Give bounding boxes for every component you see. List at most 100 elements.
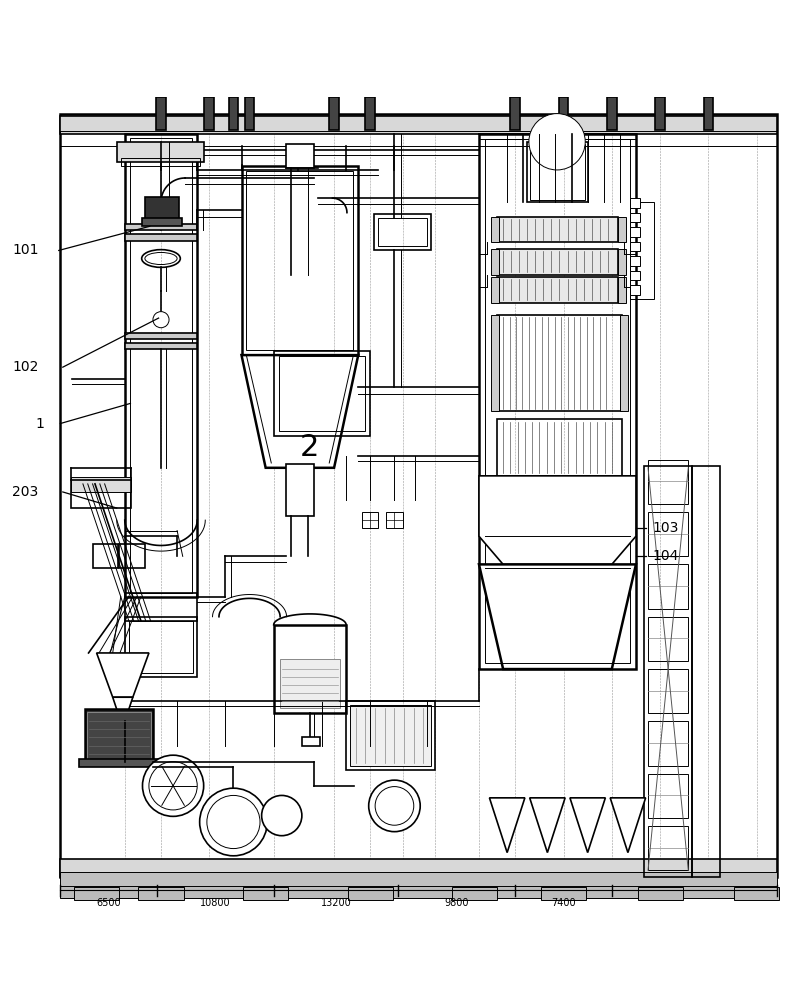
Bar — [329, 97, 339, 130]
Text: 10800: 10800 — [200, 898, 231, 908]
Bar — [491, 249, 499, 275]
Bar — [130, 138, 192, 593]
Bar — [630, 202, 654, 299]
Bar — [365, 97, 375, 130]
Bar — [378, 218, 427, 246]
Bar — [559, 97, 568, 130]
Bar — [117, 142, 204, 162]
Bar — [145, 197, 179, 222]
Text: 9800: 9800 — [444, 898, 469, 908]
Bar — [491, 277, 499, 303]
Bar — [125, 333, 197, 339]
Polygon shape — [113, 697, 133, 721]
Bar — [71, 480, 131, 508]
Bar — [692, 466, 720, 877]
Bar — [648, 617, 688, 661]
Bar — [491, 217, 499, 242]
Bar — [125, 134, 197, 597]
Bar — [618, 277, 626, 303]
Polygon shape — [570, 798, 605, 853]
Bar — [620, 315, 628, 411]
Text: 7400: 7400 — [551, 898, 576, 908]
Bar — [280, 659, 340, 708]
Bar — [60, 886, 777, 898]
Bar — [497, 315, 622, 411]
Bar — [279, 356, 365, 431]
Bar — [60, 872, 777, 888]
Bar — [527, 142, 588, 202]
Bar — [350, 705, 431, 766]
Bar — [87, 712, 151, 759]
Bar — [530, 144, 585, 200]
Bar — [74, 887, 119, 900]
Bar — [121, 158, 200, 166]
Text: 13200: 13200 — [320, 898, 352, 908]
Bar — [71, 477, 131, 492]
Bar — [734, 887, 779, 900]
Bar — [156, 97, 166, 130]
Polygon shape — [489, 798, 525, 853]
Bar — [607, 97, 617, 130]
Bar — [274, 351, 370, 436]
Bar — [630, 271, 640, 280]
Bar — [119, 544, 145, 568]
Circle shape — [142, 755, 204, 816]
Bar — [630, 242, 640, 251]
Bar — [374, 214, 431, 250]
Bar — [510, 97, 520, 130]
Bar — [79, 759, 159, 767]
Bar — [60, 859, 777, 877]
Bar — [618, 217, 626, 242]
Bar — [274, 625, 346, 713]
Bar — [242, 166, 358, 355]
Bar — [142, 218, 182, 226]
Bar — [85, 709, 153, 762]
Circle shape — [200, 788, 267, 856]
Bar — [302, 737, 320, 746]
Polygon shape — [479, 564, 636, 669]
Bar — [60, 114, 777, 877]
Polygon shape — [242, 355, 358, 468]
Bar — [60, 116, 777, 134]
Bar — [648, 721, 688, 766]
Bar — [348, 887, 393, 900]
Text: 2: 2 — [300, 433, 320, 462]
Bar — [204, 97, 214, 130]
Bar — [648, 460, 688, 504]
Bar — [630, 198, 640, 208]
Bar — [630, 213, 640, 222]
Bar — [541, 887, 586, 900]
Circle shape — [369, 780, 420, 832]
Bar — [648, 669, 688, 713]
Bar — [125, 234, 197, 241]
Bar — [246, 171, 353, 350]
Circle shape — [153, 312, 169, 328]
Text: 1: 1 — [35, 417, 44, 431]
Bar — [346, 701, 435, 770]
Bar — [704, 97, 713, 130]
Bar — [630, 285, 640, 295]
Bar — [638, 887, 683, 900]
Bar — [648, 826, 688, 870]
Text: 101: 101 — [12, 243, 39, 257]
Polygon shape — [530, 798, 565, 853]
Bar — [497, 277, 618, 303]
Bar — [125, 593, 197, 621]
Bar — [362, 512, 378, 528]
Bar — [286, 144, 314, 168]
Bar — [125, 617, 197, 677]
Bar — [479, 134, 636, 669]
Text: 203: 203 — [12, 485, 39, 499]
Bar — [655, 97, 665, 130]
Bar — [286, 464, 314, 516]
Bar — [245, 97, 254, 130]
Circle shape — [262, 795, 302, 836]
Bar — [630, 256, 640, 266]
Bar — [485, 139, 630, 663]
Polygon shape — [610, 798, 646, 853]
Bar — [93, 544, 118, 568]
Bar — [386, 512, 402, 528]
Bar — [630, 227, 640, 237]
Bar — [452, 887, 497, 900]
Bar — [497, 419, 622, 476]
